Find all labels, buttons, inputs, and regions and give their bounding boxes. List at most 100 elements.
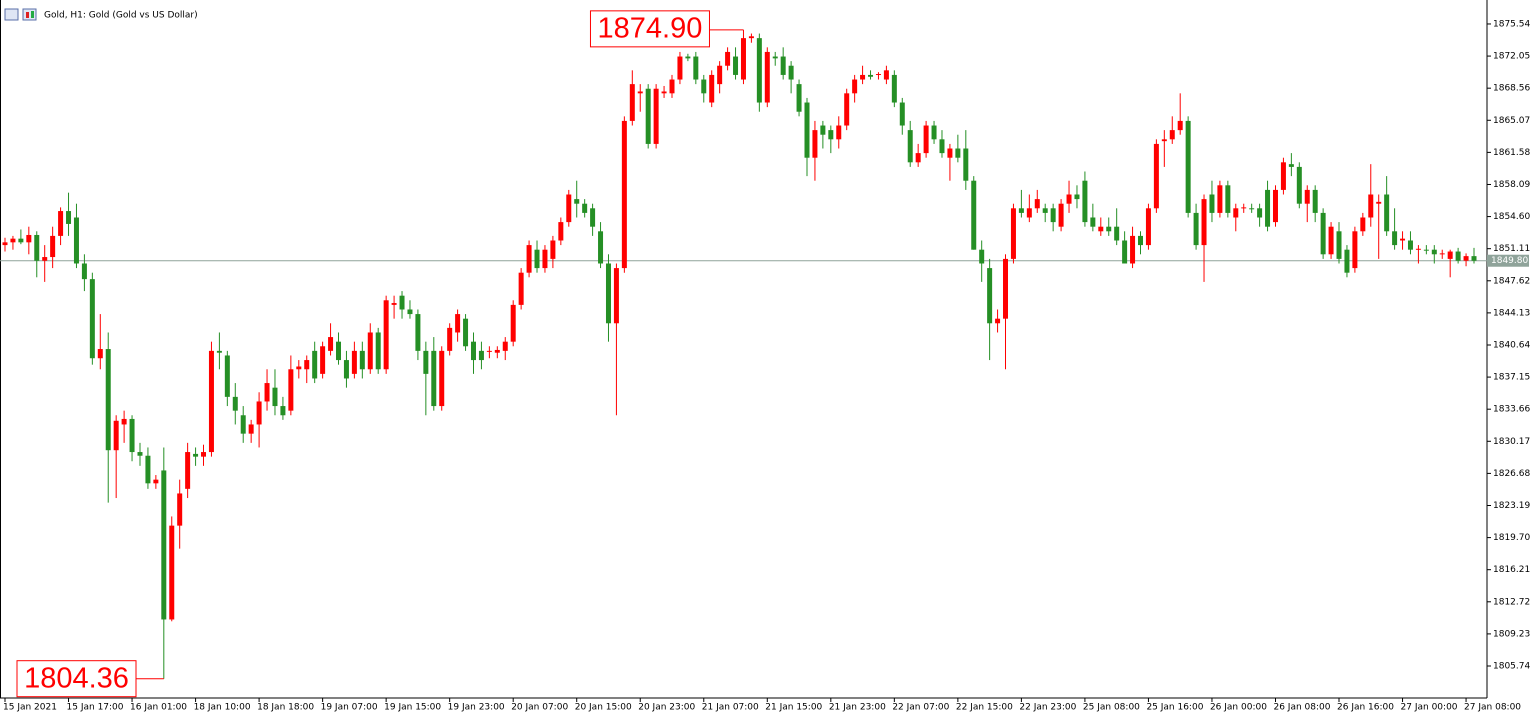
candle-body: [81, 263, 87, 280]
annotation-box: [589, 10, 710, 48]
candle-body: [1074, 194, 1080, 200]
candle-body: [1423, 249, 1429, 251]
candle-body: [58, 211, 64, 236]
candle-body: [661, 91, 667, 94]
candle-body: [1042, 208, 1048, 213]
candle-body: [1018, 208, 1024, 213]
y-tick-label: 1826.68: [1493, 469, 1530, 479]
candle-body: [232, 396, 238, 411]
candle-body: [169, 525, 175, 620]
candle-body: [685, 56, 691, 59]
candle-body: [26, 234, 32, 243]
candle-body: [566, 194, 572, 223]
candle-body: [574, 199, 580, 204]
candle-body: [955, 148, 961, 158]
candle-body: [1304, 189, 1310, 204]
candle-body: [764, 51, 770, 103]
x-tick-label: 25 Jan 08:00: [1083, 703, 1140, 713]
annotation-box: [16, 660, 137, 698]
candle-body: [478, 350, 484, 361]
candle-body: [1447, 251, 1453, 259]
y-tick-label: 1833.66: [1493, 405, 1530, 415]
candle-body: [439, 350, 445, 407]
candle-body: [407, 309, 413, 315]
y-tick-label: 1809.23: [1493, 629, 1530, 639]
candle-body: [883, 70, 889, 80]
icon: [4, 8, 19, 21]
candle-body: [50, 235, 56, 258]
candle-body: [216, 350, 222, 353]
icon-part: [31, 11, 34, 18]
candle-body: [1407, 240, 1413, 250]
candle-body: [1463, 256, 1469, 261]
candle-body: [463, 318, 469, 347]
candle-body: [844, 93, 850, 126]
candle-body: [780, 56, 786, 75]
candle-body: [1010, 208, 1016, 259]
candle-body: [1201, 199, 1207, 246]
candle-body: [153, 479, 159, 484]
candle-body: [836, 125, 842, 140]
candle-body: [899, 102, 905, 126]
candle-body: [1193, 212, 1199, 246]
candle-body: [201, 452, 207, 457]
candle-body: [296, 366, 302, 370]
y-tick-label: 1805.74: [1493, 662, 1530, 672]
candle-body: [1312, 189, 1318, 213]
x-tick-label: 18 Jan 18:00: [257, 703, 314, 713]
candle-body: [502, 341, 508, 351]
candle-body: [18, 238, 24, 243]
candle-body: [947, 148, 953, 158]
annotation-label: 1874.90: [598, 13, 703, 45]
candle-body: [987, 268, 993, 324]
candle-body: [1296, 166, 1302, 204]
candle-body: [359, 350, 365, 370]
icon: [22, 8, 37, 21]
candle-body: [1376, 201, 1382, 204]
candle-body: [907, 130, 913, 163]
candle-body: [891, 74, 897, 103]
candle-body: [129, 418, 135, 453]
x-tick-label: 15 Jan 17:00: [67, 703, 124, 713]
candle-body: [860, 74, 866, 80]
candle-body: [669, 79, 675, 94]
y-tick-label: 1840.64: [1493, 340, 1530, 350]
candle-body: [804, 102, 810, 158]
candle-body: [1241, 207, 1247, 209]
candle-body: [995, 318, 1001, 324]
x-tick-label: 19 Jan 15:00: [384, 703, 441, 713]
candle-body: [312, 350, 318, 379]
candle-body: [971, 180, 977, 250]
candle-body: [193, 453, 199, 457]
candle-body: [113, 420, 119, 451]
candle-body: [73, 217, 79, 264]
candle-body: [939, 139, 945, 154]
candle-body: [208, 350, 214, 453]
candle-body: [1233, 208, 1239, 218]
x-tick-label: 25 Jan 16:00: [1146, 703, 1203, 713]
candle-body: [1320, 212, 1326, 255]
candle-body: [709, 74, 715, 103]
candle-body: [1217, 185, 1223, 213]
y-tick-label: 1865.07: [1493, 116, 1530, 126]
candle-body: [534, 249, 540, 269]
candle-body: [812, 130, 818, 158]
candle-body: [1360, 217, 1366, 232]
candle-body: [304, 360, 310, 370]
candle-body: [1185, 120, 1191, 213]
candle-body: [343, 360, 349, 379]
candle-body: [248, 424, 254, 434]
x-tick-label: 19 Jan 23:00: [448, 703, 505, 713]
candle-body: [701, 79, 707, 94]
candle-body: [875, 74, 881, 76]
y-tick-label: 1816.21: [1493, 565, 1530, 575]
x-tick-label: 27 Jan 08:00: [1464, 703, 1521, 713]
y-tick-label: 1872.05: [1493, 52, 1530, 62]
candle-body: [979, 249, 985, 264]
candle-body: [1431, 249, 1437, 255]
candle-body: [2, 242, 8, 246]
x-tick-label: 26 Jan 16:00: [1337, 703, 1394, 713]
candle-body: [367, 332, 373, 370]
x-tick-label: 15 Jan 2021: [3, 703, 57, 713]
